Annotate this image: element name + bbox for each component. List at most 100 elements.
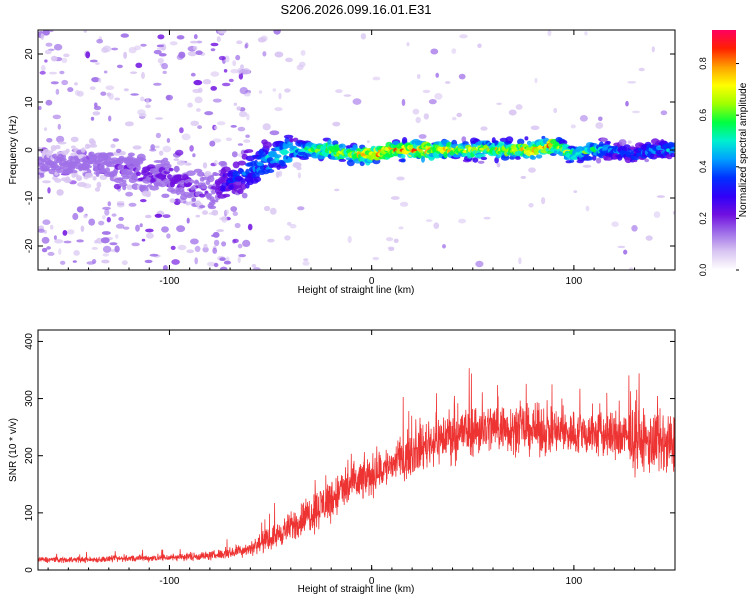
spectrogram-blob — [332, 121, 341, 127]
spectrogram-ridge-blob — [359, 161, 365, 167]
spectrogram-blob — [41, 236, 50, 244]
spectrogram-blob — [246, 113, 250, 121]
spectrogram-ridge-blob — [136, 164, 141, 171]
spectrogram-ridge-blob — [56, 168, 63, 174]
spectrogram-ridge-blob — [505, 136, 514, 144]
spectrogram-blob — [67, 229, 75, 235]
spectrogram-blob — [611, 221, 619, 227]
spectrogram-ridge-blob — [116, 177, 124, 181]
spectrogram-ridge-blob — [241, 192, 248, 199]
spectrogram-blob — [284, 235, 291, 241]
spectrogram-ridge-blob — [584, 156, 594, 161]
spectrogram-blob — [106, 216, 111, 223]
spectrogram-blob — [334, 188, 340, 192]
spectrogram-blob — [44, 59, 48, 63]
spectrogram-ridge-blob — [480, 156, 488, 161]
spectrogram-ridge-blob — [65, 148, 70, 153]
spectrogram-blob — [212, 98, 222, 103]
spectrogram-xtick-label: -100 — [159, 276, 179, 287]
spectrogram-blob — [366, 140, 370, 144]
spectrogram-blob — [252, 267, 261, 270]
spectrogram-blob — [456, 112, 463, 118]
spectrogram-blob — [100, 237, 110, 244]
spectrogram-ridge-blob — [39, 173, 45, 178]
spectrogram-blob — [42, 30, 50, 36]
spectrogram-blob — [156, 46, 166, 51]
spectrogram-ridge-blob — [103, 156, 112, 161]
spectrogram-ridge-blob — [517, 138, 525, 145]
spectrogram-blob — [243, 139, 251, 143]
spectrogram-blob — [67, 87, 74, 93]
spectrogram-blob — [372, 76, 381, 81]
spectrogram-ridge-blob — [627, 140, 632, 144]
spectrogram-blob — [238, 254, 246, 258]
spectrogram-blob — [39, 70, 46, 75]
spectrogram-blob — [61, 79, 69, 86]
spectrogram-blob — [459, 34, 468, 39]
spectrogram-blob — [515, 104, 523, 110]
spectrogram-ridge-blob — [222, 193, 231, 198]
spectrogram-blob — [169, 41, 178, 46]
spectrogram-blob — [212, 138, 222, 143]
spectrogram-blob — [223, 69, 228, 73]
spectrogram-blob — [141, 238, 146, 242]
spectrogram-ridge-blob — [211, 189, 216, 195]
figure-title: S206.2026.099.16.01.E31 — [280, 2, 431, 17]
spectrogram-ridge-blob — [221, 166, 231, 173]
spectrogram-blob — [193, 34, 198, 40]
spectrogram-ridge-blob — [202, 210, 208, 216]
spectrogram-ridge-blob — [168, 167, 174, 172]
spectrogram-blob — [224, 55, 230, 63]
spectrogram-blob — [458, 73, 466, 80]
spectrogram-blob — [444, 81, 451, 84]
spectrogram-ridge-blob — [174, 166, 179, 173]
spectrogram-blob — [232, 60, 237, 67]
spectrogram-blob — [480, 126, 488, 131]
spectrogram-ridge-blob — [136, 171, 141, 176]
spectrogram-ylabel: Frequency (Hz) — [8, 116, 19, 185]
spectrogram-blob — [108, 93, 114, 100]
spectrogram-blob — [237, 256, 241, 264]
spectrogram-blob — [451, 48, 457, 54]
spectrogram-blob — [138, 113, 147, 118]
spectrogram-blob — [520, 175, 527, 179]
spectrogram-ridge-blob — [184, 162, 192, 166]
spectrogram-blob — [193, 79, 203, 86]
spectrogram-blob — [104, 208, 110, 216]
spectrogram-blob — [651, 46, 655, 53]
spectrogram-ridge-blob — [199, 205, 206, 209]
spectrogram-blob — [210, 71, 220, 77]
spectrogram-ridge-blob — [115, 148, 122, 154]
spectrogram-blob — [175, 149, 184, 156]
spectrogram-ridge-blob — [89, 144, 98, 148]
spectrogram-blob — [192, 153, 196, 158]
spectrogram-xlabel: Height of straight line (km) — [298, 285, 415, 296]
spectrogram-blob — [289, 223, 297, 229]
spectrogram-blob — [477, 43, 482, 49]
spectrogram-blob — [297, 206, 305, 211]
spectrogram-blob — [96, 38, 104, 44]
spectrogram-blob — [154, 213, 163, 218]
spectrogram-blob — [623, 249, 628, 255]
spectrogram-blob — [59, 70, 65, 75]
spectrogram-blob — [262, 123, 271, 131]
spectrogram-blob — [219, 217, 226, 221]
spectrogram-blob — [118, 216, 124, 221]
spectrogram-blob — [60, 260, 66, 265]
spectrogram-ridge-blob — [186, 182, 193, 186]
spectrogram-ridge-blob — [535, 154, 543, 159]
spectrogram-blob — [284, 88, 291, 93]
spectrogram-blob — [245, 134, 250, 138]
spectrogram-ridge-blob — [472, 157, 479, 163]
spectrogram-blob — [156, 44, 165, 48]
spectrogram-blob — [190, 238, 199, 245]
spectrogram-blob — [398, 226, 404, 230]
spectrogram-ridge-blob — [186, 170, 196, 176]
spectrogram-ridge-blob — [530, 155, 537, 160]
spectrogram-blob — [347, 235, 352, 244]
spectrogram-ridge-blob — [526, 140, 532, 146]
spectrogram-blob — [219, 266, 228, 270]
spectrogram-blob — [92, 111, 101, 116]
spectrogram-blob — [63, 240, 72, 244]
spectrogram-blob — [140, 43, 147, 47]
